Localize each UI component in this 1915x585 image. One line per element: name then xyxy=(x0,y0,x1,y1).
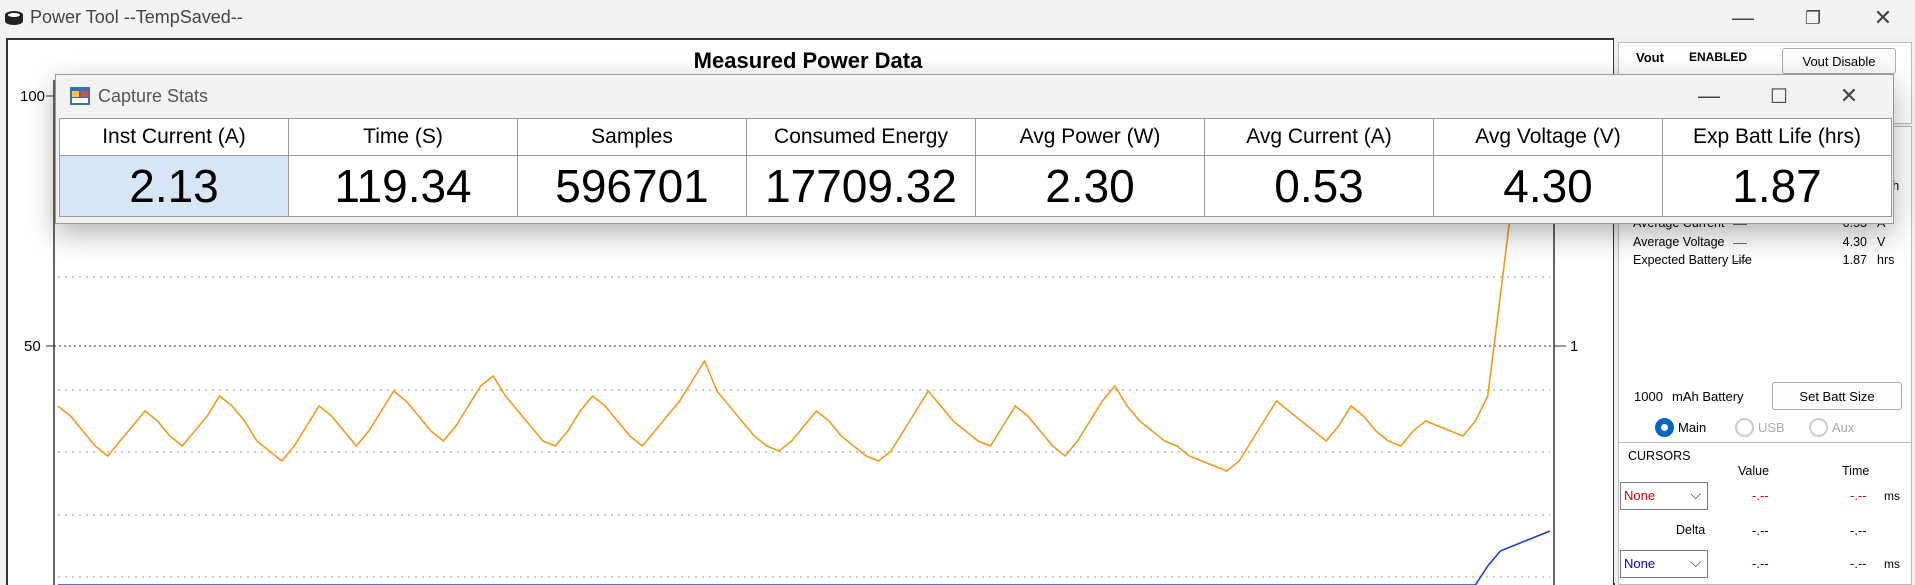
stats-value-cell[interactable]: 2.30 xyxy=(975,155,1205,217)
cursor-value-header: Value xyxy=(1738,464,1770,478)
chevron-down-icon: ⌵ xyxy=(1690,554,1701,570)
battery-label: mAh Battery xyxy=(1672,389,1744,404)
capture-stats-table: Inst Current (A) Time (S) Samples Consumed … xyxy=(59,118,1892,217)
app-icon xyxy=(5,11,23,25)
delta-value: -.-- xyxy=(1752,523,1769,538)
vout-disable-button[interactable]: Vout Disable xyxy=(1782,48,1896,74)
stats-column-header: Avg Voltage (V) xyxy=(1433,118,1663,156)
stats-column-header: Avg Current (A) xyxy=(1204,118,1434,156)
stats-value-cell[interactable]: 17709.32 xyxy=(746,155,976,217)
stats-column-header: Consumed Energy xyxy=(746,118,976,156)
cursor1-value: -.-- xyxy=(1752,488,1769,503)
stat-row: Expected Battery Life 1.87 hrs xyxy=(1633,251,1903,271)
cursor1-time: -.-- xyxy=(1850,488,1867,503)
cursor1-select-value: None xyxy=(1624,488,1656,503)
app-window-icon xyxy=(70,87,90,105)
leader-line xyxy=(1733,224,1747,225)
dialog-titlebar: Capture Stats — ☐ ✕ xyxy=(56,75,1893,117)
radio-usb[interactable] xyxy=(1735,418,1754,437)
dialog-title: Capture Stats xyxy=(98,86,209,106)
leader-line xyxy=(1733,242,1747,244)
cursor2-select[interactable]: None ⌵ xyxy=(1620,550,1708,578)
close-button[interactable]: ✕ xyxy=(1873,5,1893,30)
capture-stats-dialog: Capture Stats — ☐ ✕ Inst Current (A) Time… xyxy=(55,74,1894,224)
stats-column-header: Time (S) xyxy=(288,118,518,156)
left-tick-label-100: 100 xyxy=(20,88,45,105)
cursor2-unit: ms xyxy=(1884,557,1900,571)
current-trace xyxy=(57,105,1551,472)
vout-status: ENABLED xyxy=(1689,50,1748,64)
stats-column-header: Inst Current (A) xyxy=(59,118,289,156)
stat-value: 4.30 xyxy=(1842,234,1867,249)
stats-value-cell[interactable]: 0.53 xyxy=(1204,155,1434,217)
radio-usb-label: USB xyxy=(1758,420,1785,435)
left-tick-label-50: 50 xyxy=(24,338,41,355)
radio-aux[interactable] xyxy=(1809,418,1828,437)
dialog-minimize-button[interactable]: — xyxy=(1698,83,1720,108)
cursor2-time: -.-- xyxy=(1850,556,1867,571)
stats-value-cell[interactable]: 596701 xyxy=(517,155,747,217)
stat-value: 1.87 xyxy=(1842,253,1867,267)
delta-time: -.-- xyxy=(1850,523,1867,538)
stats-column-header: Exp Batt Life (hrs) xyxy=(1662,118,1892,156)
stat-unit: V xyxy=(1877,234,1886,249)
cursor-time-header: Time xyxy=(1842,464,1870,478)
dialog-close-button[interactable]: ✕ xyxy=(1839,83,1859,108)
chart-title: Measured Power Data xyxy=(694,48,923,73)
stat-unit: hrs xyxy=(1877,253,1895,267)
minimize-button[interactable]: — xyxy=(1732,5,1754,30)
stats-header-row: Inst Current (A) Time (S) Samples Consumed … xyxy=(59,118,1892,156)
delta-label: Delta xyxy=(1676,523,1706,537)
radio-main[interactable] xyxy=(1655,418,1674,437)
stats-column-header: Samples xyxy=(517,118,747,156)
cursor1-select[interactable]: None ⌵ xyxy=(1620,482,1708,510)
stats-value-row: 2.13 119.34 596701 17709.32 2.30 0.53 4.30 1.87 xyxy=(59,155,1892,217)
leader-line xyxy=(1733,261,1747,262)
traces xyxy=(57,105,1551,585)
set-batt-size-button[interactable]: Set Batt Size xyxy=(1772,382,1902,410)
stats-value-cell[interactable]: 1.87 xyxy=(1662,155,1892,217)
radio-aux-label: Aux xyxy=(1832,420,1855,435)
stat-row: Average Voltage 4.30 V xyxy=(1633,233,1903,253)
right-tick-label-1: 1 xyxy=(1570,338,1578,355)
cursor2-select-value: None xyxy=(1624,556,1656,571)
stat-label: Expected Battery Life xyxy=(1633,253,1752,267)
dialog-maximize-button[interactable]: ☐ xyxy=(1770,85,1788,108)
restore-button[interactable]: ❐ xyxy=(1804,7,1822,28)
cursor2-value: -.-- xyxy=(1752,556,1769,571)
vout-label: Vout xyxy=(1636,50,1664,65)
window-titlebar: Power Tool --TempSaved-- — ❐ ✕ xyxy=(0,0,1915,36)
cursors-title: CURSORS xyxy=(1628,449,1691,463)
window-title: Power Tool --TempSaved-- xyxy=(30,7,243,27)
stat-label: Average Voltage xyxy=(1633,234,1725,249)
stats-value-cell[interactable]: 2.13 xyxy=(59,155,289,217)
radio-main-label: Main xyxy=(1678,420,1707,435)
battery-size-value: 1000 xyxy=(1634,389,1663,404)
stats-value-cell[interactable]: 119.34 xyxy=(288,155,518,217)
stats-column-header: Avg Power (W) xyxy=(975,118,1205,156)
cursor1-unit: ms xyxy=(1884,489,1900,503)
chevron-down-icon: ⌵ xyxy=(1690,486,1701,502)
stats-value-cell[interactable]: 4.30 xyxy=(1433,155,1663,217)
